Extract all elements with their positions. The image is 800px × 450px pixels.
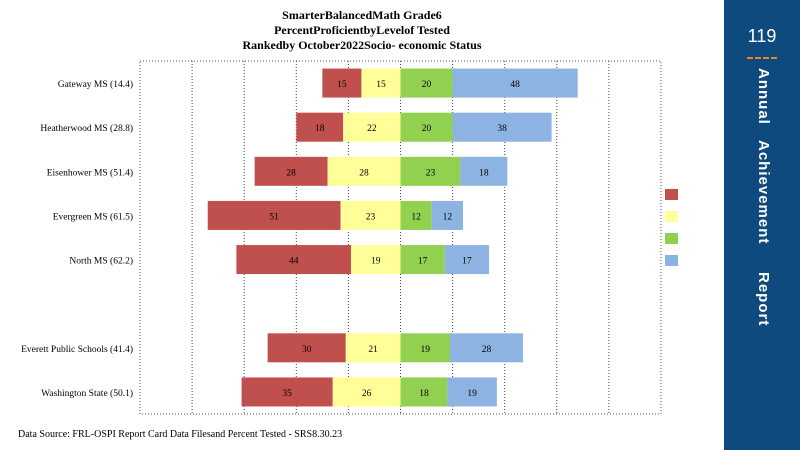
data-label: 17 bbox=[418, 257, 428, 267]
bar-segment-level-3 bbox=[400, 200, 432, 230]
sidebar: 119 Annual Achievement Report bbox=[724, 0, 800, 450]
bar-segment-level-1 bbox=[296, 112, 344, 142]
data-label: 38 bbox=[497, 124, 507, 134]
sidebar-word-report: Report bbox=[755, 272, 772, 327]
bar-segment-level-2 bbox=[345, 333, 401, 363]
bar-segment-level-4 bbox=[452, 68, 578, 98]
sidebar-word-achievement: Achievement bbox=[755, 140, 772, 245]
data-label: 44 bbox=[289, 257, 299, 267]
data-label: 15 bbox=[376, 80, 386, 90]
bar-segment-level-4 bbox=[431, 200, 464, 230]
data-label: 18 bbox=[479, 168, 489, 178]
data-label: 20 bbox=[422, 80, 432, 90]
sidebar-word-annual: Annual bbox=[755, 68, 772, 125]
bar-segment-level-1 bbox=[236, 245, 352, 275]
data-label: 35 bbox=[282, 389, 292, 399]
data-label: 22 bbox=[367, 124, 377, 134]
legend-swatch-level-3 bbox=[665, 233, 678, 244]
page-number: 119 bbox=[747, 26, 777, 46]
data-label: 17 bbox=[462, 257, 472, 267]
bar-segment-level-4 bbox=[452, 112, 552, 142]
category-label: Washington State (50.1) bbox=[41, 388, 133, 399]
data-label: 19 bbox=[467, 389, 477, 399]
data-label: 30 bbox=[302, 345, 312, 355]
category-label: Heatherwood MS (28.8) bbox=[40, 123, 133, 134]
bar-segment-level-3 bbox=[400, 68, 453, 98]
bar-segment-level-3 bbox=[400, 156, 461, 186]
title-line-2: PercentProficientbyLevelof Tested bbox=[274, 23, 450, 37]
bar-segment-level-2 bbox=[327, 156, 401, 186]
data-label: 19 bbox=[371, 257, 381, 267]
legend-swatch-level-4 bbox=[665, 255, 678, 266]
legend-swatch-level-1 bbox=[665, 189, 678, 200]
bar-segment-level-3 bbox=[400, 377, 448, 407]
bar-segment-level-2 bbox=[351, 245, 401, 275]
bar-segment-level-1 bbox=[267, 333, 346, 363]
category-label: Evergreen MS (61.5) bbox=[53, 211, 133, 222]
bar-segment-level-1 bbox=[254, 156, 328, 186]
data-label: 51 bbox=[269, 212, 279, 222]
data-label: 21 bbox=[368, 345, 378, 355]
chart-area: Gateway MS (14.4) 15 15 20 48 Heatherwood MS … bbox=[21, 60, 678, 415]
data-label: 23 bbox=[426, 168, 436, 178]
bar-segment-level-3 bbox=[400, 333, 450, 363]
data-source-note: Data Source: FRL-OSPI Report Card Data F… bbox=[18, 429, 343, 440]
data-label: 28 bbox=[482, 345, 492, 355]
legend-swatch-level-2 bbox=[665, 211, 678, 222]
bar-segment-level-1 bbox=[207, 200, 341, 230]
title-line-1: SmarterBalancedMath Grade6 bbox=[282, 8, 442, 22]
bar-segment-level-2 bbox=[332, 377, 401, 407]
chart-title: SmarterBalancedMath Grade6 PercentProfic… bbox=[0, 8, 724, 53]
data-label: 20 bbox=[422, 124, 432, 134]
bar-segment-level-2 bbox=[343, 112, 401, 142]
page-number-divider bbox=[747, 57, 777, 59]
bar-segment-level-2 bbox=[340, 200, 401, 230]
title-line-3: Rankedby October2022Socio- economic Stat… bbox=[242, 38, 482, 52]
data-label: 12 bbox=[411, 212, 421, 222]
data-label: 48 bbox=[510, 80, 520, 90]
bar-segment-level-4 bbox=[449, 333, 523, 363]
data-label: 12 bbox=[443, 212, 453, 222]
bar-segment-level-4 bbox=[447, 377, 497, 407]
bar-segment-level-4 bbox=[460, 156, 508, 186]
bar-segment-level-2 bbox=[361, 68, 401, 98]
bar-segment-level-1 bbox=[241, 377, 333, 407]
bar-segment-level-4 bbox=[444, 245, 490, 275]
data-label: 23 bbox=[366, 212, 376, 222]
plot-border bbox=[139, 60, 662, 415]
category-label: Gateway MS (14.4) bbox=[58, 79, 133, 90]
data-label: 28 bbox=[286, 168, 296, 178]
category-label: Eisenhower MS (51.4) bbox=[47, 167, 133, 178]
bar-segment-level-3 bbox=[400, 245, 445, 275]
category-label: North MS (62.2) bbox=[69, 256, 133, 267]
category-label: Everett Public Schools (41.4) bbox=[21, 344, 133, 355]
data-label: 19 bbox=[420, 345, 430, 355]
data-label: 26 bbox=[362, 389, 372, 399]
data-label: 15 bbox=[337, 80, 347, 90]
bar-segment-level-1 bbox=[322, 68, 362, 98]
bar-segment-level-3 bbox=[400, 112, 453, 142]
data-label: 18 bbox=[315, 124, 325, 134]
data-label: 18 bbox=[419, 389, 429, 399]
data-label: 28 bbox=[359, 168, 369, 178]
